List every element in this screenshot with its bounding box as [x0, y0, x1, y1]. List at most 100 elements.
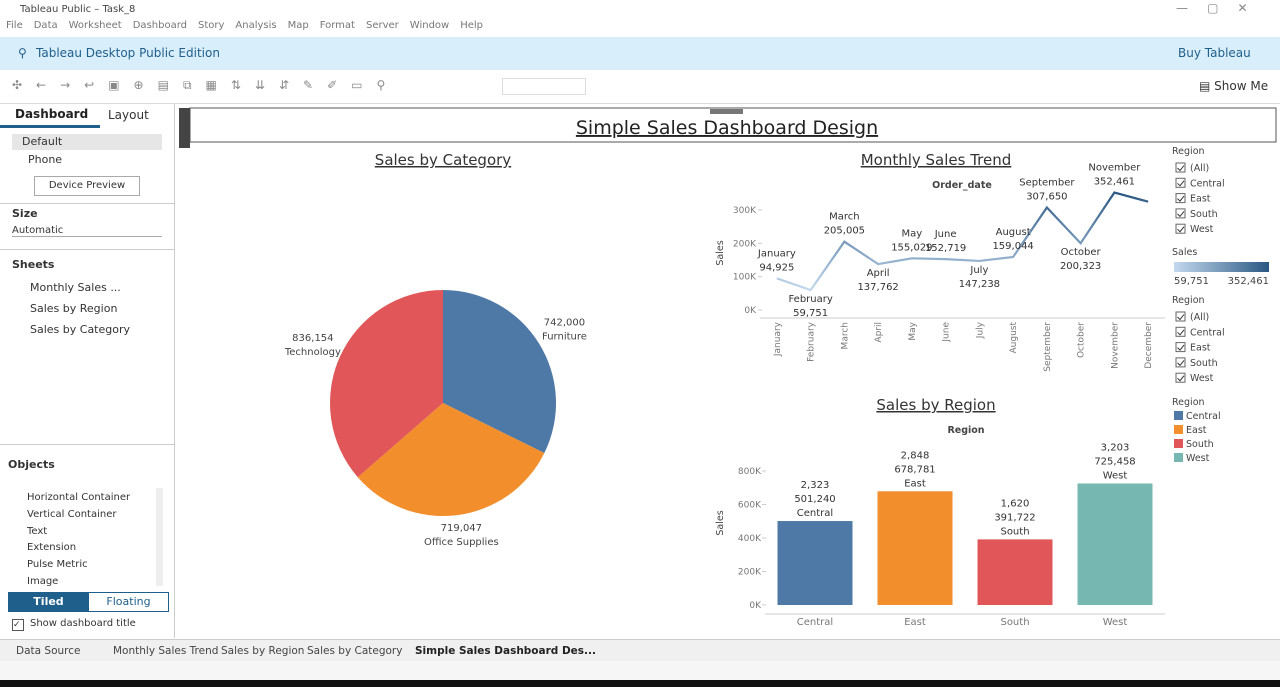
filter-checkbox[interactable]	[1175, 311, 1186, 322]
object-item[interactable]: Horizontal Container	[27, 492, 131, 503]
check-mark	[1177, 211, 1185, 218]
filter-checkbox[interactable]	[1175, 177, 1186, 188]
filter-option[interactable]: South	[1190, 358, 1218, 369]
menu-bar: File Data Worksheet Dashboard Story Analysis M…	[0, 20, 488, 36]
side-panel: Dashboard Layout Default Phone Device Previe…	[0, 104, 175, 638]
edition-name: Tableau Desktop Public Edition	[36, 46, 220, 60]
filter-option[interactable]: (All)	[1190, 163, 1209, 174]
bar	[777, 521, 853, 605]
buy-link[interactable]: Buy Tableau	[1178, 46, 1251, 60]
y-tick-label: 100K	[733, 273, 757, 283]
toolbar-icons[interactable]: ✣←→↩▣⊕▤⧉▦⇅⇊⇵✎✐▭⚲	[12, 78, 400, 92]
sheet-tab[interactable]: Sales by Category	[307, 645, 403, 657]
filter-checkbox[interactable]	[1175, 208, 1186, 219]
filter-option[interactable]: South	[1190, 209, 1218, 220]
sheet-tab[interactable]: Sales by Region	[221, 645, 305, 657]
menu-item[interactable]: Worksheet	[68, 20, 122, 31]
bar	[1077, 483, 1153, 605]
menu-item[interactable]: Server	[365, 20, 399, 31]
layout-toggle[interactable]: Tiled	[8, 592, 89, 612]
object-item[interactable]: Pulse Metric	[27, 559, 88, 571]
object-item[interactable]: Text	[27, 525, 48, 537]
point-value-label: 352,461	[1094, 177, 1135, 188]
filter-option[interactable]: Central	[1190, 178, 1225, 189]
point-value-label: 152,719	[925, 243, 966, 254]
sheet-item[interactable]: Sales by Region	[30, 302, 118, 315]
x-tick-label: May	[908, 321, 918, 340]
legend-title: Region	[1172, 397, 1205, 408]
menu-item[interactable]: Dashboard	[132, 20, 187, 31]
filter-option[interactable]: West	[1190, 224, 1214, 235]
sheet-item[interactable]: Sales by Category	[30, 323, 131, 336]
slice-category-label: Office Supplies	[424, 537, 499, 548]
layout-toggle[interactable]: Floating	[88, 592, 169, 612]
legend-label: Central	[1186, 411, 1221, 422]
filter-option[interactable]: East	[1190, 194, 1211, 205]
divider	[0, 203, 174, 204]
title-bar: Tableau Public – Task_8 — ▢ ✕	[0, 0, 1280, 19]
menu-item[interactable]: Help	[460, 20, 484, 31]
point-value-label: 147,238	[959, 279, 1000, 290]
menu-item[interactable]: Map	[287, 20, 309, 31]
filter-checkbox[interactable]	[1175, 193, 1186, 204]
point-month-label: January	[757, 248, 796, 259]
sheet-item[interactable]: Monthly Sales ...	[30, 281, 121, 294]
tab-underline	[0, 125, 100, 128]
device-option[interactable]: Default	[22, 135, 63, 148]
device-preview-button[interactable]: Device Preview	[34, 176, 140, 196]
object-item[interactable]: Vertical Container	[27, 508, 117, 520]
sheet-tab[interactable]: Data Source	[16, 645, 81, 657]
object-item[interactable]: Image	[27, 576, 59, 587]
filter-option[interactable]: Central	[1190, 327, 1225, 338]
column-header: Order_date	[932, 180, 992, 191]
check-mark	[1177, 195, 1185, 202]
device-option[interactable]: Phone	[28, 153, 63, 166]
x-tick-label: August	[1009, 322, 1019, 354]
legend-label: West	[1186, 453, 1210, 464]
filter-checkbox[interactable]	[1175, 223, 1186, 234]
x-tick-label: West	[1103, 617, 1128, 628]
check-mark	[1177, 314, 1185, 321]
filter-checkbox[interactable]	[1175, 326, 1186, 337]
point-value-label: 94,925	[759, 262, 794, 273]
object-item[interactable]: Extension	[27, 542, 77, 554]
menu-item[interactable]: Format	[319, 20, 355, 31]
x-tick-label: December	[1144, 322, 1154, 369]
pie-slice	[329, 290, 443, 478]
x-tick-label: July	[975, 321, 985, 339]
filter-checkbox[interactable]	[1175, 342, 1186, 353]
sheet-tab[interactable]: Monthly Sales Trend	[113, 645, 219, 657]
axis-title: Sales	[715, 240, 726, 265]
dashboard: Simple Sales Dashboard Design Sales by C…	[179, 107, 1277, 628]
sheet-tab[interactable]: Simple Sales Dashboard Des...	[415, 645, 597, 657]
menu-item[interactable]: Data	[33, 20, 58, 31]
bar-value-label: 678,781	[894, 464, 935, 475]
menu-item[interactable]: Analysis	[235, 20, 277, 31]
filter-checkbox[interactable]	[1175, 162, 1186, 173]
menu-item[interactable]: Window	[409, 20, 450, 31]
point-value-label: 307,650	[1026, 191, 1067, 202]
window-title: Tableau Public – Task_8	[20, 4, 136, 15]
y-tick-label: 400K	[738, 534, 762, 544]
window-controls[interactable]: — ▢ ✕	[1176, 1, 1248, 15]
panel-tab[interactable]: Dashboard	[15, 107, 89, 121]
y-tick-label: 300K	[733, 206, 757, 216]
size-select[interactable]: Automatic	[12, 225, 162, 237]
filter-option[interactable]: (All)	[1190, 312, 1209, 323]
legend-swatch	[1174, 453, 1183, 462]
menu-item[interactable]: Story	[198, 20, 225, 31]
dropdown[interactable]	[502, 78, 586, 95]
filter-option[interactable]: East	[1190, 343, 1211, 354]
bar-category-label: West	[1103, 470, 1128, 481]
filter-checkbox[interactable]	[1175, 372, 1186, 383]
chart-title: Sales by Region	[876, 396, 995, 414]
check-mark	[1177, 360, 1185, 367]
filter-checkbox[interactable]	[1175, 357, 1186, 368]
filter-option[interactable]: West	[1190, 373, 1214, 384]
show-me-button[interactable]: ▤ Show Me	[1199, 79, 1269, 93]
checkbox[interactable]: ✓	[12, 619, 24, 631]
pie-slice	[357, 403, 545, 516]
y-tick-label: 0K	[749, 601, 762, 611]
panel-tab[interactable]: Layout	[108, 108, 149, 122]
menu-item[interactable]: File	[6, 20, 23, 31]
